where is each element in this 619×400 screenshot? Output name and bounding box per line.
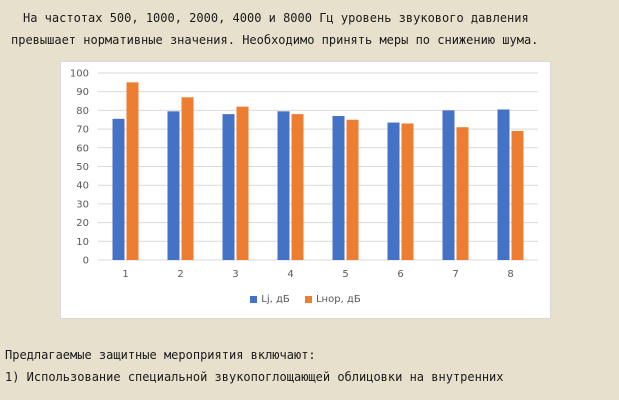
intro-line-1: На частотах 500, 1000, 2000, 4000 и 8000… <box>23 11 529 25</box>
x-tick-label-3: 3 <box>232 269 238 280</box>
legend-label-series-1: Lj, дБ <box>261 294 290 305</box>
y-tick-label-8: 80 <box>76 106 89 117</box>
bar-series-1-cat-3 <box>222 114 235 260</box>
measure-item-1: 1) Использование специальной звукопоглощ… <box>5 370 504 384</box>
y-tick-label-1: 10 <box>76 237 89 248</box>
bar-series-1-cat-7 <box>442 110 455 261</box>
bar-series-1-cat-2 <box>167 111 180 261</box>
bar-series-1-cat-4 <box>277 111 290 261</box>
bar-series-2-cat-2 <box>181 97 194 260</box>
y-tick-label-0: 0 <box>83 256 89 267</box>
y-tick-label-6: 60 <box>76 143 89 154</box>
legend-item-series-2: Lнор, дБ <box>304 294 361 305</box>
y-tick-label-5: 50 <box>76 162 89 173</box>
measures-paragraph: Предлагаемые защитные мероприятия включа… <box>0 344 619 388</box>
bar-chart: 0 10 20 30 40 50 60 70 80 90 100 1 2 3 4 5 6 7 8 Lj, дБ Lн… <box>60 61 551 319</box>
bar-series-1-cat-6 <box>387 122 400 261</box>
bar-series-2-cat-7 <box>456 127 469 260</box>
y-tick-label-3: 30 <box>76 199 89 210</box>
y-tick-label-2: 20 <box>76 218 89 229</box>
measures-heading: Предлагаемые защитные мероприятия включа… <box>5 348 316 362</box>
y-tick-label-7: 70 <box>76 125 89 136</box>
x-tick-label-7: 7 <box>452 269 458 280</box>
x-tick-label-5: 5 <box>342 269 348 280</box>
intro-paragraph: На частотах 500, 1000, 2000, 4000 и 8000… <box>0 7 619 51</box>
y-tick-label-4: 40 <box>76 181 89 192</box>
legend-item-series-1: Lj, дБ <box>250 294 290 305</box>
bar-series-2-cat-8 <box>511 130 524 260</box>
bar-series-2-cat-5 <box>346 119 359 260</box>
y-tick-label-10: 100 <box>70 69 89 80</box>
x-tick-label-8: 8 <box>507 269 513 280</box>
bar-series-2-cat-4 <box>291 114 304 260</box>
legend-swatch-series-2 <box>304 295 312 303</box>
x-tick-label-2: 2 <box>177 269 183 280</box>
bar-series-2-cat-1 <box>126 82 139 260</box>
chart-legend: Lj, дБ Lнор, дБ <box>61 294 550 305</box>
x-tick-label-6: 6 <box>397 269 403 280</box>
legend-label-series-2: Lнор, дБ <box>315 294 361 305</box>
y-tick-label-9: 90 <box>76 87 89 98</box>
intro-line-2: превышает нормативные значения. Необходи… <box>11 33 539 47</box>
bar-series-1-cat-8 <box>497 109 510 260</box>
bar-series-1-cat-5 <box>332 116 345 260</box>
legend-swatch-series-1 <box>250 295 258 303</box>
x-tick-label-1: 1 <box>122 269 128 280</box>
x-tick-label-4: 4 <box>287 269 293 280</box>
chart-svg: 0 10 20 30 40 50 60 70 80 90 100 1 2 3 4 5 6 7 8 <box>70 69 538 280</box>
bar-series-2-cat-3 <box>236 106 249 260</box>
bar-series-2-cat-6 <box>401 123 414 260</box>
bar-series-1-cat-1 <box>112 118 125 260</box>
